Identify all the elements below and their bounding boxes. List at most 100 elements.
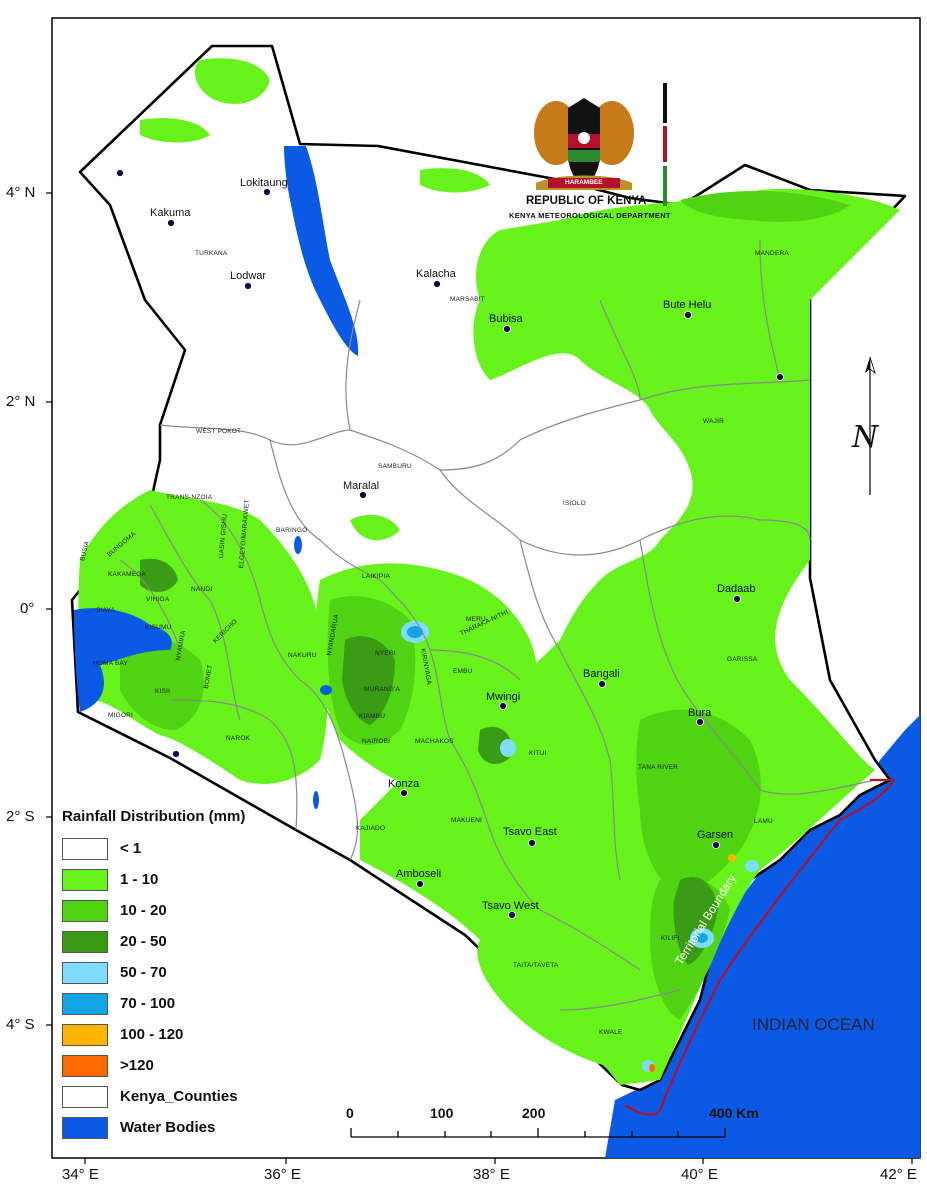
legend-label: 50 - 70	[120, 964, 167, 981]
county-label: HOMA BAY	[93, 660, 129, 667]
lon-label-42e: 42° E	[880, 1166, 917, 1183]
county-label: KAJIADO	[356, 825, 386, 832]
lat-label-2n: 2° N	[6, 393, 36, 410]
legend-label: 70 - 100	[120, 995, 176, 1012]
town-label: Kakuma	[150, 207, 191, 219]
legend-label: Water Bodies	[120, 1119, 216, 1136]
scale-label: 100	[430, 1105, 454, 1121]
legend: Rainfall Distribution (mm) < 1 1 - 10 10 -…	[62, 808, 302, 1143]
county-label: KIAMBU	[359, 713, 386, 720]
county-label: KAKAMEGA	[108, 571, 147, 578]
county-label: SIAYA	[96, 607, 116, 614]
scale-label: 400 Km	[709, 1105, 759, 1121]
town-label: Konza	[388, 778, 420, 790]
legend-label: 1 - 10	[120, 871, 159, 888]
county-label: MAKUENI	[451, 817, 483, 824]
legend-label: 100 - 120	[120, 1026, 184, 1043]
town-dots	[116, 169, 784, 919]
lon-label-38e: 38° E	[473, 1166, 510, 1183]
county-label: ISIOLO	[563, 500, 586, 507]
legend-swatch	[62, 1023, 108, 1046]
kenya-coat-of-arms-logo	[534, 83, 667, 206]
county-label: NAKURU	[288, 652, 317, 659]
lake-victoria	[74, 608, 172, 712]
lon-label-40e: 40° E	[681, 1166, 718, 1183]
legend-item: 10 - 20	[62, 895, 302, 926]
legend-swatch	[62, 961, 108, 984]
town-label: Lodwar	[230, 270, 267, 282]
county-label: TAITA/TAVETA	[513, 962, 559, 969]
legend-label: < 1	[120, 840, 142, 857]
legend-label: Kenya_Counties	[120, 1088, 238, 1105]
county-label: WEST POKOT	[196, 428, 242, 435]
town-label: Bangali	[583, 668, 620, 680]
emblem-motto: HARAMBEE	[565, 179, 603, 186]
scale-bar	[350, 1128, 726, 1138]
county-label: NANDI	[191, 586, 213, 593]
legend-item: 1 - 10	[62, 864, 302, 895]
county-label: NAROK	[226, 735, 251, 742]
county-label: KITUI	[529, 750, 547, 757]
emblem-country: REPUBLIC OF KENYA	[526, 195, 647, 207]
legend-item: 70 - 100	[62, 988, 302, 1019]
legend-item: 20 - 50	[62, 926, 302, 957]
town-label: Amboseli	[396, 868, 442, 880]
county-label: MACHAKOS	[415, 738, 454, 745]
county-label: NAIROBI	[362, 738, 391, 745]
county-label: NYERI	[375, 650, 396, 657]
territorial-boundary-line	[624, 778, 895, 1116]
legend-item: 50 - 70	[62, 957, 302, 988]
legend-swatch	[62, 1116, 108, 1139]
town-label: Maralal	[343, 480, 380, 492]
town-label: Dadaab	[717, 583, 756, 595]
county-label: SAMBURU	[378, 463, 412, 470]
legend-swatch	[62, 1054, 108, 1077]
emblem-department: KENYA METEOROLOGICAL DEPARTMENT	[509, 211, 671, 220]
county-label: LAIKIPIA	[362, 573, 390, 580]
town-label: Garsen	[697, 829, 734, 841]
legend-item: Kenya_Counties	[62, 1081, 302, 1112]
lon-label-34e: 34° E	[62, 1166, 99, 1183]
town-label: Bubisa	[489, 313, 523, 325]
legend-label: 10 - 20	[120, 902, 167, 919]
legend-item: < 1	[62, 833, 302, 864]
lat-label-0: 0°	[20, 600, 35, 617]
county-label: KISII	[155, 688, 171, 695]
county-label: TRANS-NZOIA	[166, 494, 213, 501]
lon-label-36e: 36° E	[264, 1166, 301, 1183]
legend-swatch	[62, 930, 108, 953]
county-label: MANDERA	[755, 250, 789, 257]
rainfall-zone-100-plus	[649, 854, 736, 1072]
county-label: MIGORI	[108, 712, 134, 719]
legend-swatch	[62, 837, 108, 860]
county-label: TURKANA	[195, 250, 228, 257]
county-label: GARISSA	[727, 656, 758, 663]
county-label: WAJIR	[703, 418, 724, 425]
legend-swatch	[62, 899, 108, 922]
indian-ocean-water	[605, 715, 920, 1158]
town-label: Kalacha	[416, 268, 456, 280]
lat-label-4n: 4° N	[6, 184, 36, 201]
scale-label: 200	[522, 1105, 546, 1121]
axis-ticks	[46, 192, 913, 1164]
county-label: MERU	[466, 616, 486, 623]
legend-item: >120	[62, 1050, 302, 1081]
lat-label-4s: 4° S	[6, 1016, 35, 1033]
legend-swatch	[62, 992, 108, 1015]
lat-label-2s: 2° S	[6, 808, 35, 825]
north-label: N	[852, 420, 879, 455]
legend-swatch	[62, 1085, 108, 1108]
county-label: TANA RIVER	[638, 764, 679, 771]
county-label: KISUMU	[145, 624, 172, 631]
county-label: VIHIGA	[146, 596, 170, 603]
legend-items: < 1 1 - 10 10 - 20 20 - 50 50 - 70 70 - 100 10…	[62, 833, 302, 1143]
north-arrow-icon	[865, 356, 876, 495]
county-boundaries	[119, 239, 876, 1011]
legend-label: >120	[120, 1057, 154, 1074]
town-label: Tsavo East	[503, 826, 557, 838]
legend-item: Water Bodies	[62, 1112, 302, 1143]
county-label: MARSABIT	[450, 296, 485, 303]
town-label: Lokitaung	[240, 177, 288, 189]
lake-turkana	[284, 146, 359, 356]
